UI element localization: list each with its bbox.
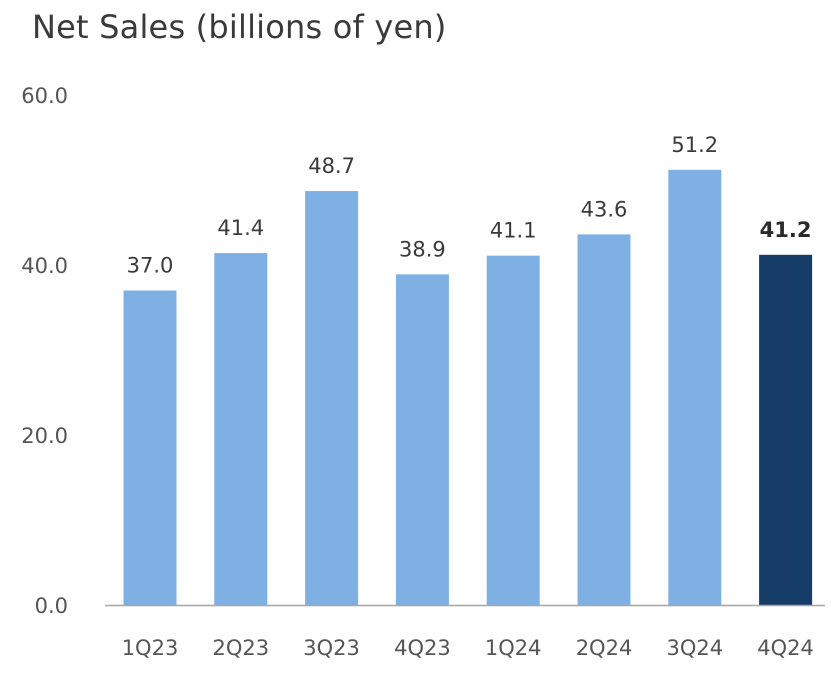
x-tick-label: 4Q23 — [394, 636, 451, 660]
bar — [395, 274, 449, 605]
bar — [577, 234, 631, 605]
x-tick-label: 3Q24 — [666, 636, 723, 660]
y-tick-label: 60.0 — [21, 84, 68, 108]
x-tick-label: 4Q24 — [757, 636, 814, 660]
data-labels: 37.0 41.4 48.7 38.9 41.1 43.6 51.2 41.2 — [127, 133, 812, 278]
data-label: 41.1 — [490, 219, 537, 243]
bar — [759, 254, 813, 606]
y-tick-label: 0.0 — [35, 594, 68, 618]
bar — [305, 191, 359, 606]
data-label: 37.0 — [127, 254, 174, 278]
x-tick-label: 2Q23 — [212, 636, 269, 660]
bar — [123, 290, 177, 605]
data-label: 38.9 — [399, 237, 446, 261]
bar — [668, 169, 722, 606]
bar — [214, 253, 268, 605]
bar — [486, 255, 540, 605]
data-label: 43.6 — [581, 197, 628, 221]
y-axis-tick-labels: 0.0 20.0 40.0 60.0 — [21, 84, 68, 618]
y-tick-label: 40.0 — [21, 254, 68, 278]
data-label: 48.7 — [308, 154, 355, 178]
x-axis-tick-labels: 1Q23 2Q23 3Q23 4Q23 1Q24 2Q24 3Q24 4Q24 — [122, 636, 814, 660]
x-tick-label: 2Q24 — [576, 636, 633, 660]
y-tick-label: 20.0 — [21, 424, 68, 448]
data-label: 51.2 — [671, 133, 718, 157]
bars — [123, 169, 813, 606]
x-tick-label: 3Q23 — [303, 636, 360, 660]
chart-title: Net Sales (billions of yen) — [32, 8, 447, 46]
data-label: 41.4 — [217, 216, 264, 240]
x-tick-label: 1Q23 — [122, 636, 179, 660]
data-label: 41.2 — [760, 218, 812, 242]
x-tick-label: 1Q24 — [485, 636, 542, 660]
